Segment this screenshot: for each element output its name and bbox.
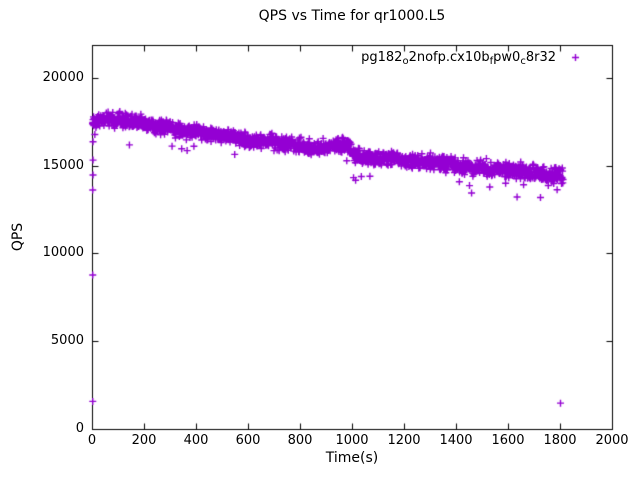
x-tick-label: 1800	[543, 433, 577, 448]
x-axis-label: Time(s)	[325, 450, 379, 466]
y-tick-label: 0	[75, 421, 84, 436]
x-tick-label: 600	[235, 433, 261, 448]
chart-title: QPS vs Time for qr1000.L5	[258, 8, 446, 24]
y-tick-label: 10000	[42, 245, 84, 261]
x-tick-label: 1000	[335, 433, 369, 448]
y-axis-label: QPS	[10, 222, 26, 252]
x-tick-label: 1200	[387, 433, 421, 448]
y-tick-label: 20000	[42, 69, 84, 85]
legend-label-segment: 8r32	[525, 50, 556, 65]
legend-series-label: pg182o2nofp.cx10bfpw0c8r32	[361, 50, 556, 67]
x-tick-label: 200	[131, 433, 157, 448]
legend-label-segment: 2nofp.cx10b	[408, 50, 490, 65]
legend-label-segment: c	[520, 56, 526, 67]
legend-label-segment: pg182	[361, 50, 403, 65]
x-tick-label: 2000	[595, 433, 629, 448]
legend-label-segment: o	[402, 56, 409, 67]
x-tick-label: 800	[287, 433, 313, 448]
y-tick-label: 5000	[50, 333, 84, 349]
x-tick-label: 1600	[491, 433, 525, 448]
x-tick-label: 400	[183, 433, 209, 448]
x-tick-label: 1400	[439, 433, 473, 448]
legend-label-segment: pw0	[493, 50, 521, 65]
y-tick-label: 15000	[42, 157, 84, 173]
x-tick-label: 0	[87, 433, 97, 448]
legend-label-segment: f	[489, 56, 494, 67]
